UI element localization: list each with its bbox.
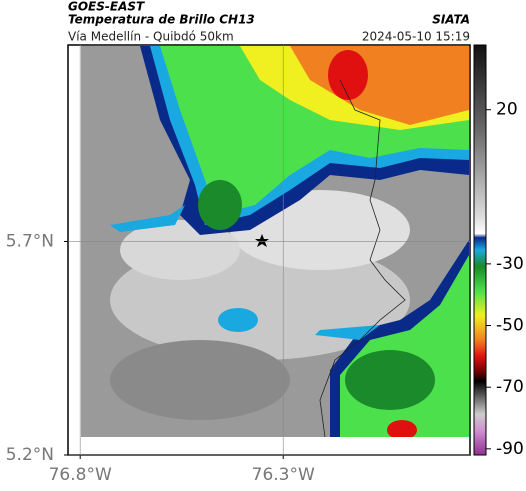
satellite-image xyxy=(81,46,469,437)
location-star xyxy=(255,234,269,247)
colorbar xyxy=(473,44,487,456)
x-tick-label: 76.3°W xyxy=(252,465,315,485)
colorbar-tick-label: 20 xyxy=(496,100,518,120)
colorbar-tick-label: -70 xyxy=(496,377,524,397)
datetime: 2024-05-10 15:19 xyxy=(362,30,470,44)
title: GOES-EAST xyxy=(68,0,145,14)
x-tick-label: 76.8°W xyxy=(49,465,112,485)
source: SIATA xyxy=(432,13,470,27)
route: Vía Medellín - Quibdó 50km xyxy=(68,30,234,44)
colorbar-tick-label: -50 xyxy=(496,316,524,336)
subtitle: Temperatura de Brillo CH13 xyxy=(68,13,255,27)
y-tick-label: 5.7°N xyxy=(6,231,54,251)
y-tick-label: 5.2°N xyxy=(6,445,54,465)
colorbar-tick-label: -30 xyxy=(496,254,524,274)
colorbar-tick-label: -90 xyxy=(496,439,524,459)
